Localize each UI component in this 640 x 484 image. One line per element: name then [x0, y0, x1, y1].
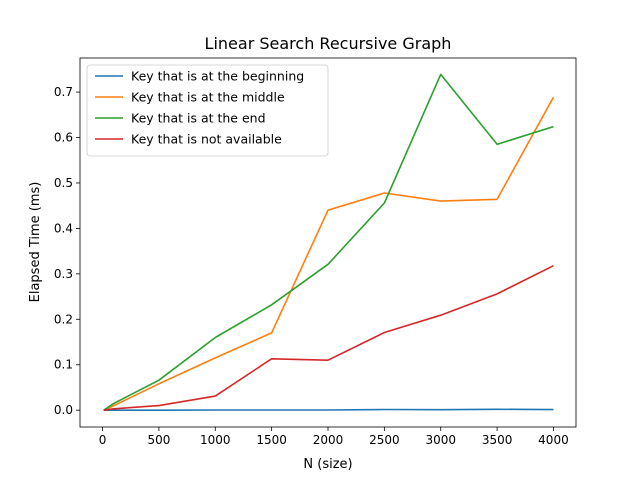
y-tick-label: 0.6 — [54, 131, 73, 145]
x-axis-ticks: 0 500 1000 1500 2000 2500 3000 3500 4000 — [99, 427, 569, 447]
x-tick-label: 1000 — [200, 433, 231, 447]
y-axis-ticks: 0.0 0.1 0.2 0.3 0.4 0.5 0.6 0.7 — [54, 85, 80, 417]
legend-label: Key that is at the middle — [131, 90, 285, 105]
legend-label: Key that is at the beginning — [131, 69, 304, 84]
series-line-0 — [103, 408, 554, 412]
series-line-1 — [103, 96, 555, 411]
y-axis-label: Elapsed Time (ms) — [28, 182, 43, 303]
legend-box — [86, 64, 329, 157]
legend: Key that is at the beginning Key that is … — [86, 64, 329, 157]
x-tick-label: 2000 — [313, 433, 344, 447]
y-tick-label: 0.0 — [54, 403, 73, 417]
x-tick-label: 4000 — [538, 433, 569, 447]
series-line-3 — [103, 264, 554, 411]
x-tick-label: 500 — [147, 433, 170, 447]
chart-title: Linear Search Recursive Graph — [205, 34, 452, 53]
y-tick-label: 0.7 — [54, 85, 73, 99]
y-tick-label: 0.5 — [54, 176, 73, 190]
x-tick-label: 1500 — [256, 433, 287, 447]
x-tick-label: 2500 — [369, 433, 400, 447]
legend-label: Key that is at the end — [131, 111, 266, 126]
x-tick-label: 3000 — [425, 433, 456, 447]
y-tick-label: 0.1 — [54, 358, 73, 372]
series-line-2 — [103, 73, 554, 411]
legend-label: Key that is not available — [131, 132, 282, 147]
y-tick-label: 0.4 — [54, 221, 73, 235]
y-tick-label: 0.2 — [54, 312, 73, 326]
plot-lines — [103, 73, 555, 412]
x-axis-label: N (size) — [303, 457, 352, 472]
x-tick-label: 3500 — [482, 433, 513, 447]
y-tick-label: 0.3 — [54, 267, 73, 281]
x-tick-label: 0 — [99, 433, 107, 447]
